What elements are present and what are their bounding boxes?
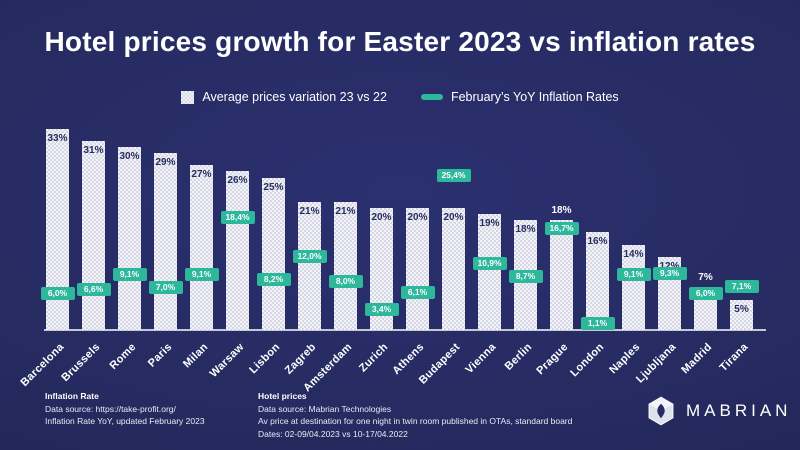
price-bar (154, 153, 177, 330)
inflation-marker: 10,9% (472, 257, 507, 270)
price-value-label: 31% (83, 144, 104, 156)
inflation-marker: 7,0% (148, 280, 183, 294)
price-value-label: 29% (155, 157, 176, 169)
price-value-label: 20% (443, 212, 464, 223)
inflation-note-title: Inflation Rate (45, 391, 99, 401)
inflation-marker: 9,1% (616, 267, 651, 281)
price-value-label: 33% (47, 132, 68, 144)
price-value-label: 21% (335, 205, 356, 217)
inflation-marker: 9,1% (184, 267, 219, 281)
inflation-marker: 7,1% (724, 280, 759, 294)
inflation-marker: 6,6% (76, 283, 111, 297)
hotel-note-line2: Av price at destination for one night in… (258, 416, 573, 426)
price-bar (118, 147, 141, 330)
price-bar (262, 177, 285, 330)
price-bar (82, 140, 105, 330)
hotel-note-line3: Dates: 02-09/04.2023 vs 10-17/04.2022 (258, 428, 408, 439)
price-bar (226, 171, 249, 330)
price-value-label: 19% (479, 218, 500, 230)
inflation-marker: 9,3% (652, 266, 687, 280)
price-value-label: 26% (227, 175, 248, 187)
inflation-marker: 18,4% (220, 211, 255, 225)
hotel-source-note: Hotel prices Data source: Mabrian Techno… (258, 390, 572, 440)
inflation-marker: 3,4% (364, 302, 399, 316)
price-bar (586, 232, 609, 330)
prices-swatch-icon (181, 90, 195, 104)
price-value-label: 12% (656, 261, 683, 272)
inflation-note-line1: Data source: https://take-profit.org/ (45, 403, 176, 414)
inflation-marker: 6,0% (688, 286, 723, 300)
price-bar (190, 165, 213, 330)
price-bar (622, 244, 645, 330)
inflation-marker: 25,4% (436, 168, 471, 182)
price-bar (370, 208, 393, 330)
price-bar (478, 214, 501, 330)
mabrian-logo: MABRIAN (646, 396, 791, 426)
page-title: Hotel prices growth for Easter 2023 vs i… (44, 26, 756, 57)
price-value-label: 25% (263, 181, 284, 193)
legend-item-prices: Average prices variation 23 vs 22 (181, 90, 387, 104)
inflation-marker: 6,0% (40, 286, 75, 300)
price-value-label: 20% (407, 212, 428, 223)
price-value-label: 18% (515, 224, 536, 236)
price-bar (406, 208, 429, 330)
inflation-marker: 8,7% (508, 270, 543, 284)
price-value-label: 16% (587, 236, 608, 248)
price-bar (442, 208, 465, 330)
price-value-label: 21% (299, 205, 320, 217)
price-bar (46, 128, 69, 330)
inflation-note-line2: Inflation Rate YoY, updated February 202… (45, 416, 205, 426)
inflation-marker: 8,2% (256, 273, 291, 287)
price-value-label: 27% (191, 169, 212, 181)
x-axis-line (44, 329, 766, 331)
price-value-label: 18% (551, 205, 572, 217)
inflation-source-note: Inflation Rate Data source: https://take… (45, 390, 205, 428)
legend-prices-label: Average prices variation 23 vs 22 (202, 90, 387, 104)
price-value-label: 5% (734, 303, 749, 315)
price-bar (334, 201, 357, 330)
inflation-marker: 1,1% (580, 316, 615, 330)
legend: Average prices variation 23 vs 22 Februa… (0, 90, 800, 104)
inflation-marker: 12,0% (292, 250, 327, 264)
inflation-swatch-icon (420, 94, 443, 100)
inflation-marker: 8,0% (328, 274, 363, 288)
price-value-label: 20% (371, 212, 392, 223)
price-bar (298, 201, 321, 330)
legend-inflation-label: February’s YoY Inflation Rates (450, 90, 619, 104)
price-bar (730, 299, 753, 330)
inflation-marker: 6,1% (400, 286, 435, 300)
mabrian-logo-text: MABRIAN (686, 401, 792, 420)
hotel-note-title: Hotel prices (258, 391, 307, 401)
price-bar (550, 220, 573, 330)
price-value-label: 7% (698, 272, 713, 284)
price-value-label: 30% (119, 151, 140, 162)
mabrian-logo-icon (648, 396, 674, 426)
legend-item-inflation: February’s YoY Inflation Rates (420, 90, 619, 104)
price-value-label: 14% (623, 248, 644, 260)
hotel-note-line1: Data source: Mabrian Technologies (258, 403, 392, 414)
inflation-marker: 16,7% (544, 221, 579, 235)
inflation-marker: 9,1% (112, 267, 147, 281)
